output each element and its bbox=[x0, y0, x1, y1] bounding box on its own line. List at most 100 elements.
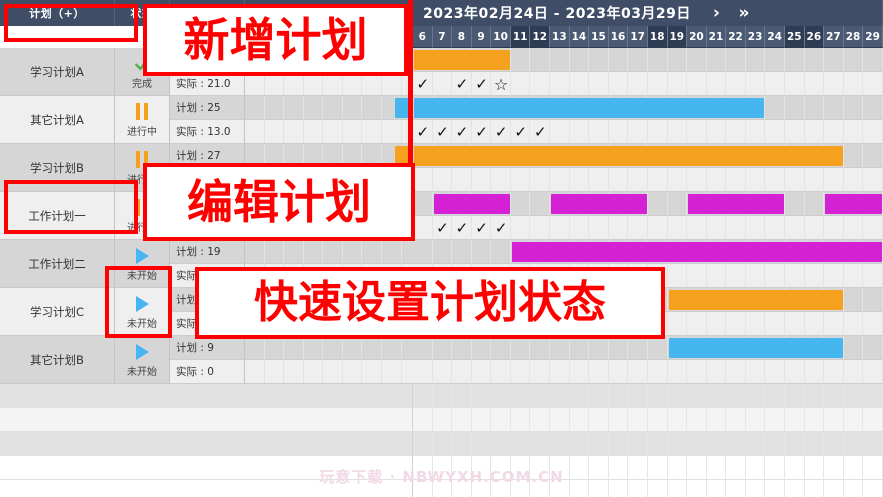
blue-play-icon[interactable] bbox=[135, 342, 149, 362]
gantt-grid-cell[interactable] bbox=[863, 192, 883, 216]
gantt-grid-cell[interactable] bbox=[726, 312, 746, 336]
gantt-grid-cell[interactable] bbox=[471, 240, 492, 264]
gantt-grid-cell[interactable] bbox=[784, 312, 805, 336]
gantt-grid-cell[interactable] bbox=[706, 120, 727, 144]
gantt-grid-cell[interactable] bbox=[589, 48, 609, 72]
gantt-grid-cell[interactable] bbox=[745, 48, 766, 72]
blue-play-icon[interactable] bbox=[135, 246, 149, 266]
gantt-grid-cell[interactable] bbox=[726, 264, 746, 288]
gantt-grid-cell[interactable] bbox=[687, 216, 707, 240]
gantt-grid-cell[interactable] bbox=[432, 360, 453, 384]
gantt-grid-cell[interactable] bbox=[413, 120, 433, 144]
empty-grid-cell[interactable] bbox=[471, 432, 492, 456]
empty-left-cell[interactable] bbox=[0, 408, 413, 432]
gantt-grid-cell[interactable] bbox=[687, 48, 707, 72]
gantt-bar[interactable] bbox=[688, 194, 785, 214]
empty-grid-cell[interactable] bbox=[413, 408, 433, 432]
empty-grid-cell[interactable] bbox=[569, 432, 590, 456]
gantt-grid-cell[interactable] bbox=[765, 120, 785, 144]
gantt-grid-cell[interactable] bbox=[687, 360, 707, 384]
day-header-cell[interactable]: 7 bbox=[432, 26, 453, 48]
gantt-grid-cell[interactable] bbox=[628, 360, 648, 384]
empty-grid-cell[interactable] bbox=[784, 456, 805, 480]
grid-cell[interactable] bbox=[343, 72, 363, 95]
empty-grid-cell[interactable] bbox=[530, 456, 551, 480]
grid-cell[interactable] bbox=[245, 336, 265, 359]
gantt-grid-cell[interactable] bbox=[647, 360, 668, 384]
gantt-grid-cell[interactable] bbox=[471, 120, 492, 144]
empty-grid-cell[interactable] bbox=[413, 384, 433, 408]
gantt-grid-cell[interactable] bbox=[491, 336, 511, 360]
grid-cell[interactable] bbox=[265, 96, 285, 119]
empty-grid-cell[interactable] bbox=[628, 408, 648, 432]
gantt-grid-cell[interactable] bbox=[706, 264, 727, 288]
gantt-grid-cell[interactable] bbox=[432, 168, 453, 192]
gantt-grid-cell[interactable] bbox=[569, 336, 590, 360]
gantt-grid-cell[interactable] bbox=[765, 168, 785, 192]
gantt-grid-cell[interactable] bbox=[784, 48, 805, 72]
gantt-grid-cell[interactable] bbox=[667, 216, 688, 240]
gantt-grid-cell[interactable] bbox=[530, 72, 551, 96]
day-header-cell[interactable]: 27 bbox=[824, 26, 844, 48]
orange-pause-icon[interactable] bbox=[136, 102, 148, 122]
gantt-grid-cell[interactable] bbox=[510, 216, 531, 240]
gantt-grid-cell[interactable] bbox=[530, 360, 551, 384]
day-header-cell[interactable]: 26 bbox=[804, 26, 825, 48]
empty-grid-cell[interactable] bbox=[824, 384, 844, 408]
empty-grid-cell[interactable] bbox=[843, 432, 864, 456]
gantt-grid-cell[interactable] bbox=[824, 96, 844, 120]
grid-cell[interactable] bbox=[304, 120, 324, 143]
gantt-grid-cell[interactable] bbox=[628, 192, 648, 216]
gantt-grid-cell[interactable] bbox=[726, 120, 746, 144]
empty-grid-cell[interactable] bbox=[784, 432, 805, 456]
gantt-grid-cell[interactable] bbox=[863, 120, 883, 144]
empty-grid-cell[interactable] bbox=[510, 432, 531, 456]
gantt-grid-cell[interactable] bbox=[804, 120, 825, 144]
empty-grid-cell[interactable] bbox=[589, 480, 609, 497]
empty-grid-cell[interactable] bbox=[726, 408, 746, 432]
empty-grid-cell[interactable] bbox=[726, 480, 746, 497]
empty-grid-cell[interactable] bbox=[804, 408, 825, 432]
plan-status-cell[interactable]: 进行中 bbox=[115, 96, 170, 144]
gantt-grid-cell[interactable] bbox=[706, 72, 727, 96]
empty-grid-cell[interactable] bbox=[745, 432, 766, 456]
gantt-grid-cell[interactable] bbox=[863, 240, 883, 264]
gantt-grid-cell[interactable] bbox=[843, 360, 864, 384]
empty-grid-cell[interactable] bbox=[863, 456, 883, 480]
gantt-grid-cell[interactable] bbox=[726, 48, 746, 72]
empty-grid-cell[interactable] bbox=[745, 480, 766, 497]
grid-cell[interactable] bbox=[284, 72, 304, 95]
empty-grid-cell[interactable] bbox=[608, 456, 629, 480]
empty-grid-cell[interactable] bbox=[432, 432, 453, 456]
plan-status-cell[interactable]: 未开始 bbox=[115, 240, 170, 288]
grid-cell[interactable] bbox=[382, 336, 402, 359]
empty-grid-cell[interactable] bbox=[804, 480, 825, 497]
empty-grid-cell[interactable] bbox=[491, 384, 511, 408]
gantt-grid-cell[interactable] bbox=[471, 72, 492, 96]
empty-grid-cell[interactable] bbox=[843, 480, 864, 497]
gantt-grid-cell[interactable] bbox=[647, 336, 668, 360]
gantt-grid-cell[interactable] bbox=[843, 168, 864, 192]
gantt-grid-cell[interactable] bbox=[804, 72, 825, 96]
plan-status-cell[interactable]: 未开始 bbox=[115, 336, 170, 384]
gantt-grid-cell[interactable] bbox=[413, 216, 433, 240]
empty-grid-cell[interactable] bbox=[824, 408, 844, 432]
empty-grid-cell[interactable] bbox=[667, 408, 688, 432]
gantt-grid-cell[interactable] bbox=[863, 96, 883, 120]
plan-name-cell[interactable]: 其它计划B bbox=[0, 336, 115, 384]
gantt-grid-cell[interactable] bbox=[471, 336, 492, 360]
gantt-grid-cell[interactable] bbox=[647, 168, 668, 192]
grid-cell[interactable] bbox=[323, 144, 343, 167]
header-plan-column[interactable]: 计划（+） bbox=[0, 0, 115, 26]
gantt-grid-cell[interactable] bbox=[706, 312, 727, 336]
gantt-bar[interactable] bbox=[414, 50, 510, 70]
grid-cell[interactable] bbox=[284, 144, 304, 167]
gantt-grid-cell[interactable] bbox=[432, 120, 453, 144]
empty-grid-cell[interactable] bbox=[550, 480, 570, 497]
plan-name-cell[interactable]: 学习计划C bbox=[0, 288, 115, 336]
gantt-grid-cell[interactable] bbox=[687, 168, 707, 192]
empty-grid-cell[interactable] bbox=[491, 480, 511, 497]
empty-grid-cell[interactable] bbox=[628, 432, 648, 456]
gantt-bar[interactable] bbox=[433, 194, 510, 214]
gantt-grid-cell[interactable] bbox=[471, 360, 492, 384]
